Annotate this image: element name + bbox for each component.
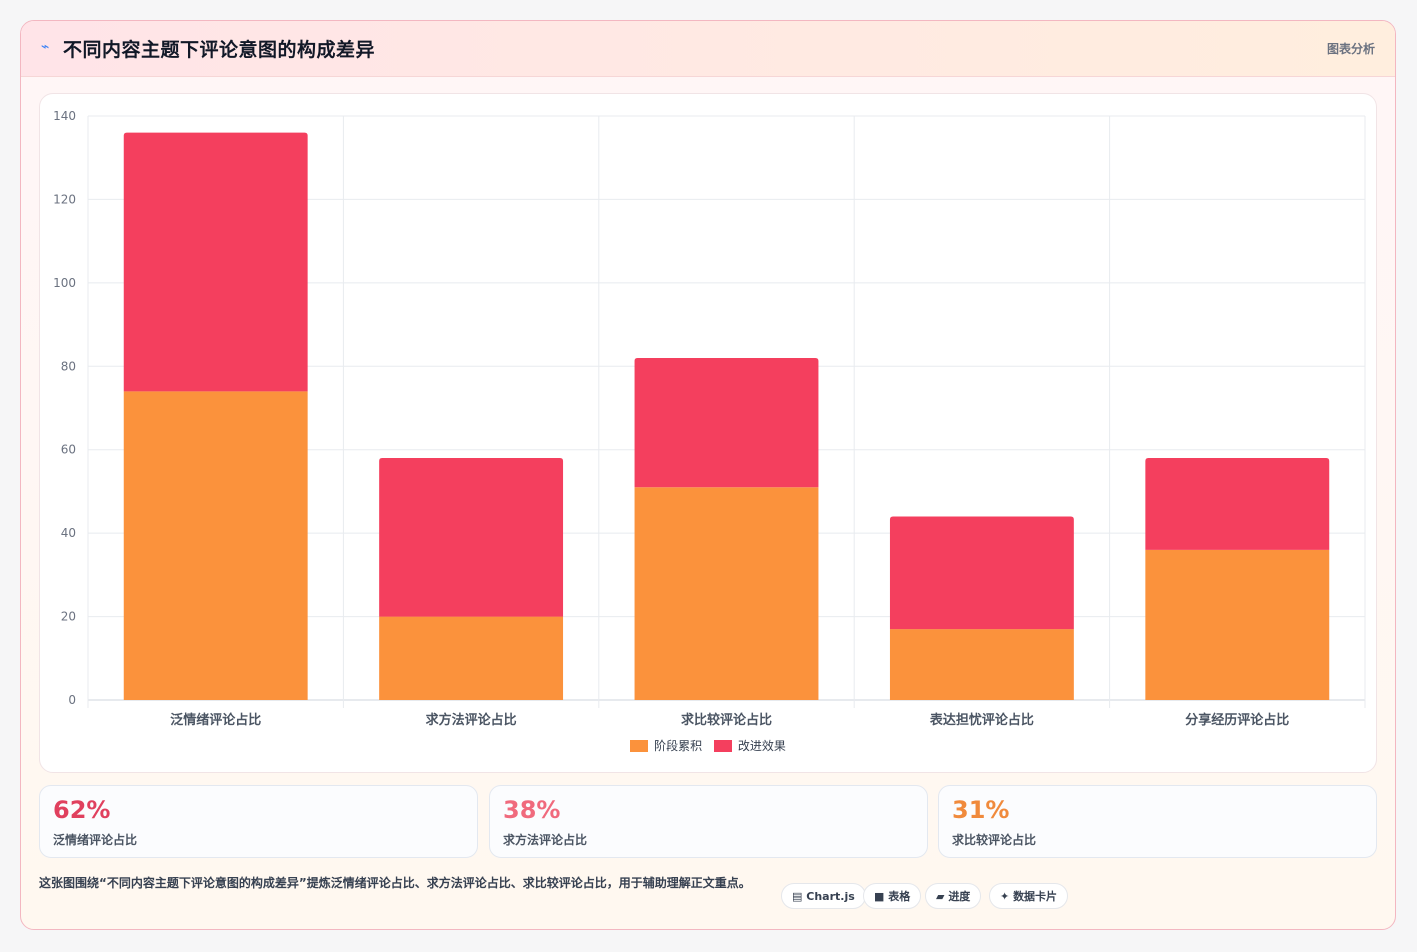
bar-segment xyxy=(634,357,819,488)
x-tick-label: 求方法评论占比 xyxy=(426,712,517,728)
chart-description: 这张图围绕“不同内容主题下评论意图的构成差异”提炼泛情绪评论占比、求方法评论占比… xyxy=(39,876,751,890)
chip-label: 表格 xyxy=(888,890,911,903)
x-tick-label: 分享经历评论占比 xyxy=(1185,712,1289,728)
chip-label: 进度 xyxy=(948,890,971,903)
chip-label: 数据卡片 xyxy=(1013,890,1058,903)
legend-swatch-effect xyxy=(713,740,732,752)
table-icon: ■ xyxy=(874,890,885,903)
bar-segment xyxy=(889,629,1074,700)
y-tick-label: 20 xyxy=(61,610,76,624)
y-tick-label: 0 xyxy=(68,693,76,707)
legend-item-stage[interactable]: 阶段累积 xyxy=(630,737,702,754)
x-tick-label: 泛情绪评论占比 xyxy=(170,712,261,728)
x-tick-label: 求比较评论占比 xyxy=(681,712,772,728)
panel-title: 不同内容主题下评论意图的构成差异 xyxy=(63,39,376,61)
bar-segment xyxy=(1145,458,1330,550)
chart-icon: ▤ xyxy=(792,890,803,903)
bar-segment xyxy=(889,516,1074,630)
chart-card: 0 20 40 60 80 100 120 140 泛情绪评论占比 求方法评论占比 求比较评论占比 表… xyxy=(39,93,1377,773)
bar-segment xyxy=(634,487,819,700)
y-tick-label: 100 xyxy=(53,276,76,290)
sparkle-icon: ✦ xyxy=(1000,890,1010,903)
stat-cards: 62% 泛情绪评论占比 38% 求方法评论占比 31% 求比较评论占比 xyxy=(39,785,1377,859)
bar-segment xyxy=(1145,549,1330,700)
legend-label-effect: 改进效果 xyxy=(737,739,786,753)
stat-label: 泛情绪评论占比 xyxy=(53,833,138,847)
progress-icon: ▰ xyxy=(936,890,945,903)
bar-segment xyxy=(379,616,564,700)
y-tick-label: 120 xyxy=(53,192,76,206)
chip-table[interactable]: ■ 表格 xyxy=(863,883,922,909)
chart-panel: ⌁ 不同内容主题下评论意图的构成差异 图表分析 0 20 40 60 80 100 120 1… xyxy=(20,20,1396,930)
stat-value: 31% xyxy=(952,796,1010,824)
y-tick-label: 40 xyxy=(61,526,76,540)
stacked-bar-chart: 0 20 40 60 80 100 120 140 泛情绪评论占比 求方法评论占比 求比较评论占比 表… xyxy=(53,109,1366,728)
y-tick-label: 140 xyxy=(53,109,76,123)
bar-segment xyxy=(123,132,308,392)
legend-item-effect[interactable]: 改进效果 xyxy=(713,737,786,754)
bar-segment xyxy=(379,458,564,617)
chip-label: Chart.js xyxy=(806,890,855,903)
chart-legend: 阶段累积 改进效果 xyxy=(40,737,1376,754)
legend-swatch-stage xyxy=(630,740,649,752)
y-tick-label: 80 xyxy=(61,359,76,373)
y-tick-label: 60 xyxy=(61,443,76,457)
stat-card: 31% 求比较评论占比 xyxy=(938,785,1377,858)
chip-progress[interactable]: ▰ 进度 xyxy=(925,883,982,909)
x-tick-label: 表达担忧评论占比 xyxy=(929,712,1034,728)
stat-label: 求比较评论占比 xyxy=(952,833,1037,847)
stat-value: 62% xyxy=(53,796,111,824)
stat-value: 38% xyxy=(503,796,561,824)
stat-card: 62% 泛情绪评论占比 xyxy=(39,785,478,858)
panel-tag: 图表分析 xyxy=(1326,42,1375,56)
stat-label: 求方法评论占比 xyxy=(503,833,588,847)
bar-segment xyxy=(123,391,308,700)
chart-spark-icon: ⌁ xyxy=(41,39,50,55)
chip-chartjs[interactable]: ▤ Chart.js xyxy=(781,883,866,909)
stat-card: 38% 求方法评论占比 xyxy=(489,785,928,858)
chip-data-card[interactable]: ✦ 数据卡片 xyxy=(989,883,1069,909)
legend-label-stage: 阶段累积 xyxy=(654,739,703,753)
panel-header: ⌁ 不同内容主题下评论意图的构成差异 图表分析 xyxy=(21,21,1395,77)
